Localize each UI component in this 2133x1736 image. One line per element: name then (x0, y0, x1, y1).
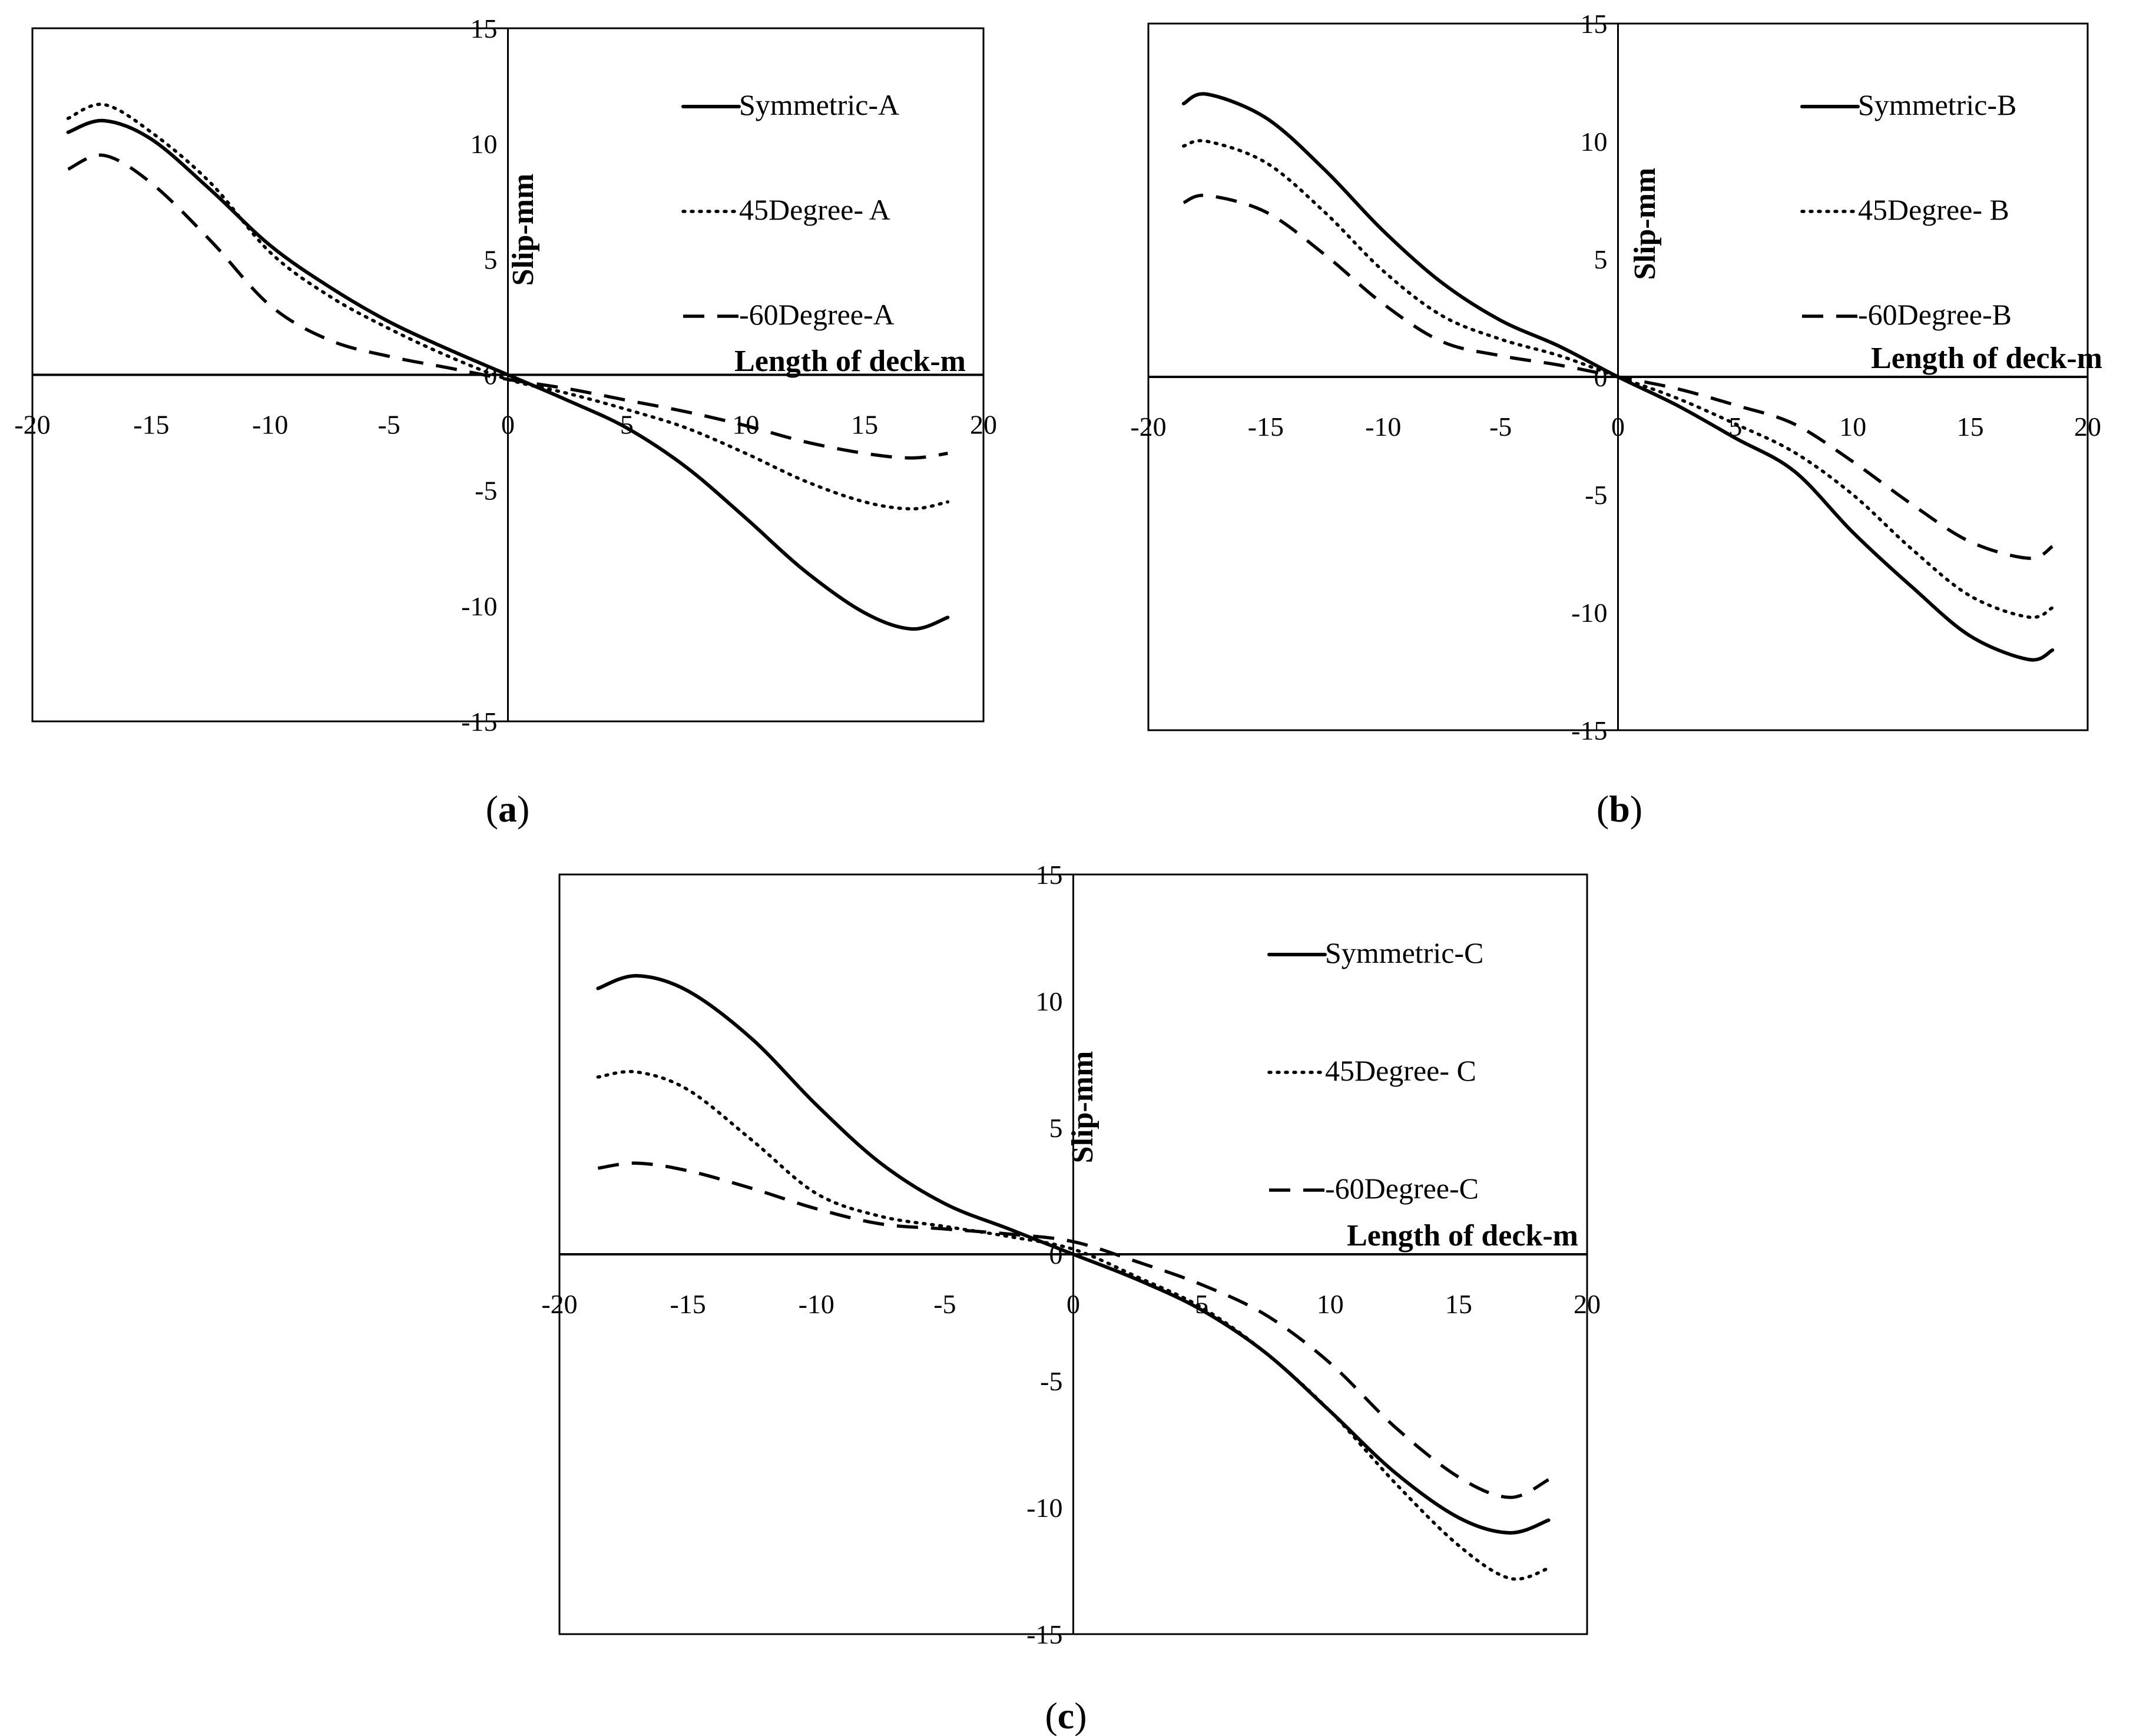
x-axis-title: Length of deck-m (734, 344, 966, 378)
y-tick-label: 15 (471, 14, 498, 44)
y-axis-title: Slip-mm (1066, 1051, 1099, 1164)
y-tick-label: 5 (1049, 1113, 1063, 1143)
x-tick-label: -15 (1248, 412, 1284, 442)
legend-label: Symmetric-C (1325, 936, 1483, 969)
y-axis-title: Slip-mm (506, 174, 540, 286)
y-tick-label: -15 (1571, 715, 1607, 746)
series-line-dashed (597, 1161, 1549, 1499)
legend-label: 45Degree- B (1858, 193, 2009, 226)
x-tick-label: 20 (1574, 1289, 1601, 1319)
y-tick-label: -15 (1026, 1619, 1062, 1649)
x-tick-label: -15 (133, 410, 169, 440)
y-axis-title: Slip-mm (1628, 168, 1662, 280)
x-tick-label: 20 (970, 410, 997, 440)
panel-label: (b) (1597, 788, 1642, 830)
series-line-dashed (67, 153, 948, 460)
x-tick-label: 15 (851, 410, 878, 440)
y-tick-label: 5 (484, 244, 498, 274)
series-line-solid (596, 973, 1551, 1535)
x-tick-label: 20 (2074, 412, 2101, 442)
series-line-dotted (1182, 139, 2054, 619)
x-tick-label: 15 (1957, 412, 1984, 442)
y-tick-label: 10 (1036, 986, 1063, 1016)
chart-panel-c: -20 -15 -10 -5 0 5 10 15 20151050-5-10-15Length … (541, 860, 1601, 1736)
x-tick-label: -5 (933, 1289, 956, 1319)
legend-label: Symmetric-A (739, 88, 899, 121)
legend-label: -60Degree-A (739, 298, 895, 331)
legend-label: -60Degree-B (1858, 298, 2012, 331)
chart-panel-b: -20 -15 -10 -5 0 5 10 15 20151050-5-10-15Length … (1130, 9, 2102, 830)
panel-label: (a) (486, 788, 530, 830)
series-line-solid (66, 118, 950, 631)
series-line-dotted (596, 1069, 1551, 1581)
x-tick-label: 10 (1317, 1289, 1344, 1319)
legend-label: -60Degree-C (1325, 1172, 1479, 1205)
x-tick-label: -15 (670, 1289, 706, 1319)
y-tick-label: -10 (1026, 1493, 1062, 1523)
series-line-dashed (1183, 193, 2053, 560)
x-tick-label: 15 (1445, 1289, 1472, 1319)
y-tick-label: 5 (1594, 244, 1608, 274)
y-tick-label: -5 (1585, 480, 1607, 510)
y-tick-label: 15 (1036, 860, 1063, 890)
y-tick-label: -15 (461, 707, 497, 737)
x-tick-label: 0 (501, 410, 515, 440)
x-tick-label: -20 (14, 410, 50, 440)
series-line-dotted (66, 102, 950, 511)
legend-label: Symmetric-B (1858, 88, 2016, 121)
y-tick-label: 10 (471, 129, 498, 159)
legend-label: 45Degree- C (1325, 1054, 1476, 1087)
x-tick-label: -10 (1365, 412, 1401, 442)
x-axis-title: Length of deck-m (1871, 342, 2102, 375)
chart-panel-a: -20 -15 -10 -5 0 5 10 15 20151050-5-10-15Length … (14, 14, 997, 830)
y-tick-label: 10 (1581, 127, 1608, 157)
x-tick-label: 5 (1728, 412, 1742, 442)
x-tick-label: 0 (1066, 1289, 1080, 1319)
x-tick-label: 5 (620, 410, 634, 440)
x-tick-label: -10 (799, 1289, 834, 1319)
x-tick-label: 0 (1611, 412, 1625, 442)
legend-label: 45Degree- A (739, 193, 890, 226)
y-tick-label: -10 (1571, 598, 1607, 628)
y-tick-label: -10 (461, 591, 497, 621)
x-tick-label: 10 (1839, 412, 1866, 442)
x-tick-label: -5 (377, 410, 400, 440)
x-axis-title: Length of deck-m (1347, 1219, 1578, 1253)
x-tick-label: -10 (252, 410, 288, 440)
x-tick-label: -5 (1489, 412, 1512, 442)
x-tick-label: -20 (1130, 412, 1166, 442)
x-tick-label: -20 (541, 1289, 577, 1319)
y-tick-label: 15 (1581, 9, 1608, 39)
y-tick-label: -5 (1040, 1366, 1062, 1396)
panel-label: (c) (1045, 1695, 1087, 1736)
y-tick-label: -5 (475, 476, 497, 506)
